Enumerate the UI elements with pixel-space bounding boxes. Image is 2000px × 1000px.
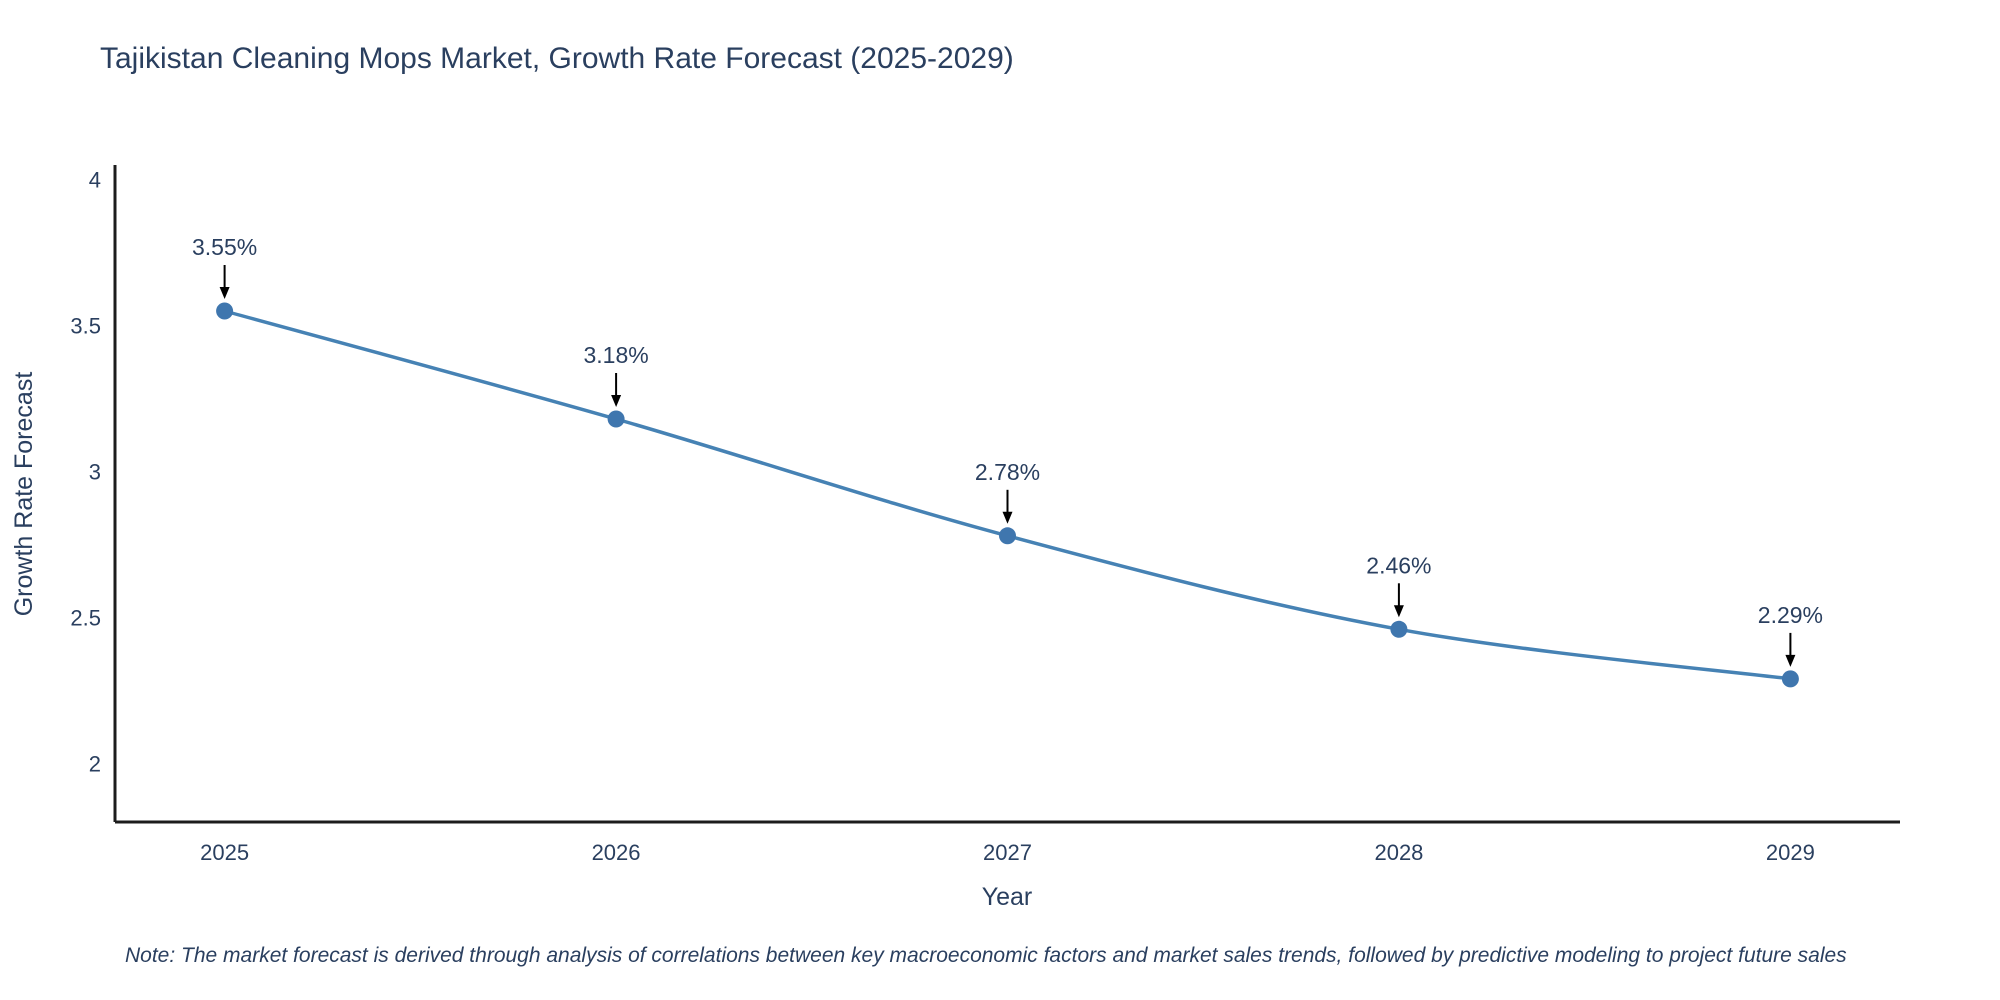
data-point-marker [216,302,234,320]
chart-title: Tajikistan Cleaning Mops Market, Growth … [100,42,1014,75]
y-tick-label: 3.5 [70,314,101,339]
x-tick-label: 2025 [200,840,249,865]
annotation-label: 3.18% [583,342,648,368]
x-tick-label: 2028 [1374,840,1423,865]
data-point-marker [1781,670,1799,688]
x-tick-label: 2029 [1766,840,1815,865]
annotation-arrowhead [1785,654,1796,667]
annotation-arrowhead [1393,605,1404,618]
plot-area: 2 2.5 3 3.5 4 2025 2026 2027 2028 2029 3.55% 3.18% 2… [70,165,1900,865]
annotation-label: 3.55% [192,234,257,260]
y-tick-label: 2 [89,752,101,777]
y-tick-label: 2.5 [70,606,101,631]
y-axis-title: Growth Rate Forecast [10,372,38,617]
data-point-marker [1390,620,1408,638]
x-tick-label: 2027 [983,840,1032,865]
y-tick-label: 3 [89,460,101,485]
annotation-label: 2.78% [975,459,1040,485]
footnote: Note: The market forecast is derived thr… [125,944,1847,967]
annotation-arrowhead [611,395,622,407]
x-axis-title: Year [982,883,1033,911]
annotation-label: 2.46% [1366,552,1431,578]
annotation-arrowhead [1002,511,1013,524]
data-point-marker [607,410,625,428]
annotation-label: 2.29% [1758,602,1823,628]
y-tick-label: 4 [89,168,101,193]
data-point-marker [999,527,1016,545]
annotation-arrowhead [219,287,230,299]
x-tick-label: 2026 [592,840,641,865]
